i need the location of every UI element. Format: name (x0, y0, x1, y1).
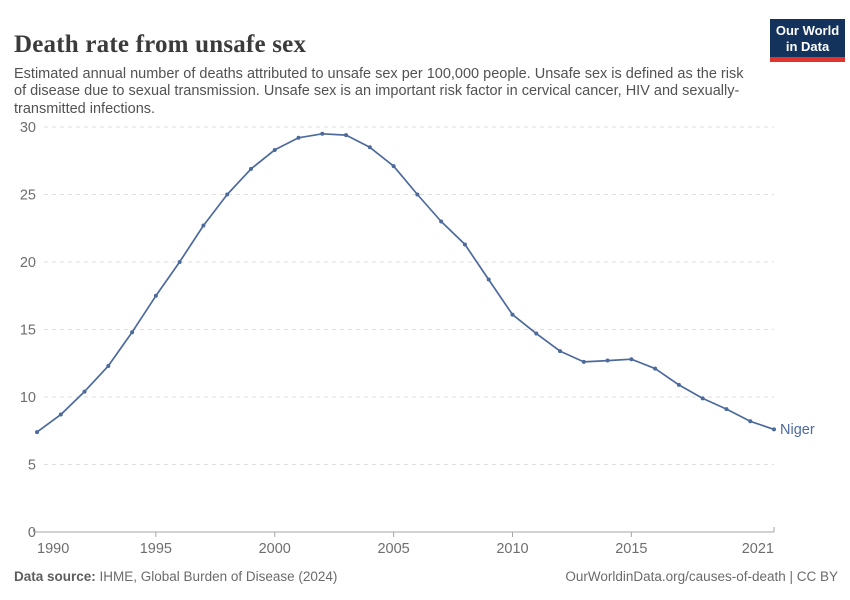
data-point (35, 430, 39, 435)
data-source-label: Data source: (14, 569, 96, 584)
y-axis-tick-label: 30 (20, 120, 36, 136)
data-point (724, 407, 729, 412)
data-point (653, 366, 658, 371)
owid-logo[interactable]: Our World in Data (770, 19, 845, 62)
y-axis-tick-label: 5 (28, 458, 36, 474)
data-point (367, 145, 372, 150)
data-point (510, 312, 515, 317)
data-point (344, 133, 349, 138)
data-point (106, 363, 111, 368)
data-point (391, 164, 396, 169)
x-axis-tick-label: 2005 (377, 541, 409, 557)
data-point (605, 358, 610, 363)
owid-logo-line1: Our World (775, 23, 840, 38)
data-point (700, 396, 705, 401)
data-point (82, 389, 87, 394)
data-point (225, 192, 230, 197)
data-source-text: IHME, Global Burden of Disease (2024) (95, 569, 338, 584)
data-point (272, 147, 277, 152)
data-point (320, 131, 325, 136)
chart-subtitle: Estimated annual number of deaths attrib… (14, 65, 744, 117)
credit-link[interactable]: OurWorldinData.org/causes-of-death | CC … (565, 569, 838, 584)
x-axis-tick-label: 2000 (259, 541, 291, 557)
y-axis-tick-label: 15 (20, 323, 36, 339)
data-point (296, 135, 301, 140)
data-point (676, 382, 681, 387)
y-axis-tick-label: 0 (28, 525, 36, 541)
data-point (439, 219, 444, 224)
data-point (558, 349, 563, 354)
x-axis-tick-label: 2015 (615, 541, 647, 557)
data-point (581, 359, 586, 364)
y-axis-tick-label: 10 (20, 390, 36, 406)
data-point (201, 223, 206, 228)
series-line-niger[interactable] (36, 132, 775, 433)
data-point (772, 427, 776, 432)
data-point (248, 166, 253, 171)
series-end-label[interactable]: Niger (780, 422, 815, 438)
y-axis-tick-label: 25 (20, 188, 36, 204)
data-point (748, 419, 753, 424)
data-point (415, 192, 420, 197)
x-axis-tick-label: 1990 (37, 541, 69, 557)
x-axis-tick-label: 2021 (742, 541, 774, 557)
data-point (486, 277, 491, 282)
y-axis-tick-label: 20 (20, 255, 36, 271)
data-point (462, 242, 467, 247)
data-point (177, 260, 182, 264)
chart-title: Death rate from unsafe sex (14, 30, 307, 58)
owid-logo-line2: in Data (785, 38, 830, 54)
data-point (534, 331, 539, 336)
data-source: Data source: IHME, Global Burden of Dise… (14, 569, 337, 584)
data-point (58, 412, 63, 417)
data-point (629, 357, 634, 362)
x-axis-tick-label: 1995 (140, 541, 172, 557)
data-point (153, 293, 158, 298)
data-point (130, 330, 135, 335)
x-axis-tick-label: 2010 (496, 541, 528, 557)
